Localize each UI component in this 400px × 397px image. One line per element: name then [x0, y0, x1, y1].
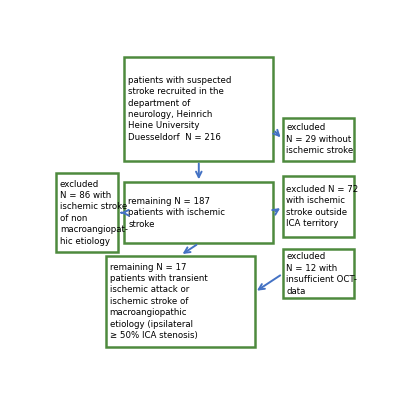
Text: excluded
N = 29 without
ischemic stroke: excluded N = 29 without ischemic stroke — [286, 123, 354, 155]
Text: excluded N = 72
with ischemic
stroke outside
ICA territory: excluded N = 72 with ischemic stroke out… — [286, 185, 358, 228]
Text: remaining N = 17
patients with transient
ischemic attack or
ischemic stroke of
m: remaining N = 17 patients with transient… — [110, 262, 207, 340]
FancyBboxPatch shape — [124, 182, 273, 243]
Text: excluded
N = 12 with
insufficient OCT-
data: excluded N = 12 with insufficient OCT- d… — [286, 252, 357, 295]
FancyBboxPatch shape — [282, 176, 354, 237]
FancyBboxPatch shape — [282, 118, 354, 161]
Text: excluded
N = 86 with
ischemic stroke
of non
macroangiopat-
hic etiology: excluded N = 86 with ischemic stroke of … — [60, 179, 128, 246]
FancyBboxPatch shape — [106, 256, 254, 347]
FancyBboxPatch shape — [56, 173, 118, 252]
FancyBboxPatch shape — [124, 57, 273, 161]
Text: patients with suspected
stroke recruited in the
department of
neurology, Heinric: patients with suspected stroke recruited… — [128, 76, 232, 142]
FancyBboxPatch shape — [282, 249, 354, 298]
Text: remaining N = 187
patients with ischemic
stroke: remaining N = 187 patients with ischemic… — [128, 197, 225, 229]
